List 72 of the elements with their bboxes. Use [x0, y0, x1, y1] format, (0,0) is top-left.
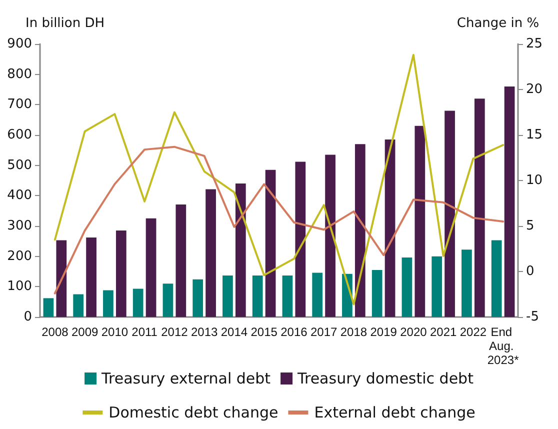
bar: [372, 270, 382, 317]
x-tick-label: 2013: [190, 325, 218, 339]
bar: [43, 298, 54, 317]
y-tick-label: 600: [7, 128, 32, 142]
y2-tick-label: -5: [526, 310, 539, 324]
x-tick-label: 2018: [340, 325, 368, 339]
bar: [206, 189, 216, 317]
x-tick-label: 2015: [250, 325, 278, 339]
x-tick-label: 2009: [71, 325, 98, 339]
bar: [265, 170, 276, 317]
y-tick-label: 900: [7, 36, 32, 52]
y-tick-label: 200: [7, 248, 32, 264]
bar: [462, 250, 472, 317]
x-tick-label: 2021: [430, 325, 457, 339]
y2-tick-label: 20: [526, 82, 543, 97]
x-tick-label: 2014: [220, 325, 248, 339]
bar: [295, 162, 306, 317]
bar: [252, 275, 263, 317]
bar: [56, 240, 67, 317]
bar: [504, 86, 515, 317]
bar: [103, 290, 114, 317]
line-series: [54, 54, 504, 306]
bar: [235, 184, 246, 317]
y-tick-label: 800: [7, 66, 32, 82]
bar: [176, 204, 186, 317]
x-tick-label: 2012: [161, 325, 188, 339]
bar: [132, 288, 144, 317]
x-tick-label: 2020: [400, 325, 428, 339]
bar: [432, 256, 442, 317]
y-tick-label: 400: [7, 188, 32, 204]
legend-label: Domestic debt change: [108, 404, 278, 422]
bar: [474, 98, 485, 317]
y-tick-label: 0: [24, 310, 32, 324]
line-series: [54, 146, 504, 294]
y-axis-title: In billion DH: [25, 16, 105, 31]
x-tick-label: 2019: [370, 325, 398, 339]
x-tick-label: End Aug. 2023*: [487, 325, 520, 367]
bar: [384, 140, 396, 317]
y-tick-label: 700: [7, 97, 32, 112]
bar: [491, 240, 502, 317]
x-tick-label: 2022: [460, 325, 487, 339]
bar: [414, 126, 426, 317]
bar: [162, 284, 174, 317]
y-tick-label: 500: [7, 158, 32, 173]
bar: [354, 144, 366, 317]
y2-tick-label: 5: [526, 218, 534, 234]
bar: [325, 154, 336, 317]
x-tick-label: 2008: [42, 325, 69, 339]
y-tick-label: 300: [7, 218, 32, 234]
bar: [444, 110, 455, 317]
bar: [192, 279, 204, 317]
legend-label: External debt change: [314, 404, 476, 422]
bar: [222, 275, 233, 317]
bar: [86, 238, 96, 317]
y2-tick-label: 10: [526, 173, 543, 188]
y-tick-label: 100: [7, 279, 32, 294]
bar: [116, 230, 126, 317]
y2-tick-label: 0: [526, 264, 534, 279]
y2-axis-title: Change in %: [456, 16, 540, 31]
bar: [282, 275, 293, 317]
bar: [402, 258, 412, 317]
x-tick-label: 2010: [101, 325, 128, 339]
x-tick-label: 2016: [280, 325, 308, 339]
bar: [73, 294, 84, 317]
y2-tick-label: 25: [526, 36, 543, 52]
x-tick-label: 2017: [310, 325, 338, 339]
legend-label: Treasury domestic debt: [296, 370, 474, 388]
bar: [312, 272, 323, 317]
legend-label: Treasury external debt: [100, 370, 271, 388]
bar: [146, 218, 156, 317]
x-tick-label: 2011: [132, 325, 158, 339]
y2-tick-label: 15: [526, 128, 543, 142]
